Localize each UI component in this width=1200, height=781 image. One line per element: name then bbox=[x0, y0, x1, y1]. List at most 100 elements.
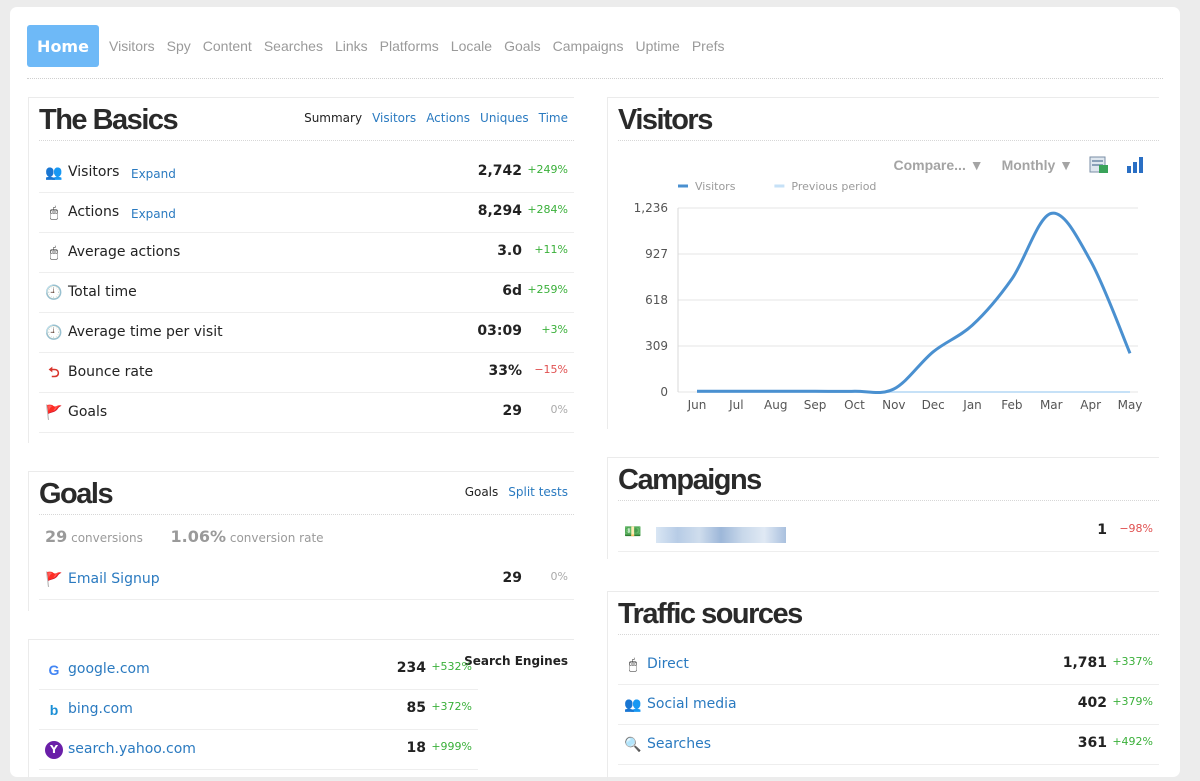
y-tick-label: 309 bbox=[645, 339, 668, 353]
period-dropdown[interactable]: Monthly ▼ bbox=[1001, 157, 1073, 173]
traffic-sources-title: Traffic sources bbox=[618, 598, 803, 630]
y-tick-label: 0 bbox=[660, 385, 668, 399]
title-divider bbox=[39, 140, 574, 141]
traffic-row-social-media[interactable]: 👥 Social media 402 +379% bbox=[618, 685, 1159, 725]
money-icon: 💵 bbox=[624, 524, 642, 540]
search-link[interactable]: search.yahoo.com bbox=[68, 741, 196, 757]
row-label: Average actions bbox=[68, 244, 181, 260]
title-divider bbox=[618, 634, 1159, 635]
expand-link[interactable]: Expand bbox=[131, 207, 176, 221]
clock-icon: 🕘 bbox=[45, 285, 63, 301]
row-value: 29 bbox=[502, 403, 522, 419]
traffic-row-searches[interactable]: 🔍 Searches 361 +492% bbox=[618, 725, 1159, 765]
search-link[interactable]: google.com bbox=[68, 661, 150, 677]
tab-uniques[interactable]: Uniques bbox=[480, 111, 529, 125]
basics-row-goals[interactable]: 🚩 Goals 29 0% bbox=[39, 393, 574, 433]
tab-actions[interactable]: Actions bbox=[426, 111, 471, 125]
chart-controls: Compare... ▼ Monthly ▼ bbox=[875, 156, 1145, 174]
x-tick-label: Jan bbox=[962, 398, 982, 412]
search-row-yahoo[interactable]: Y search.yahoo.com 18 +999% bbox=[39, 730, 478, 770]
nav-uptime[interactable]: Uptime bbox=[635, 38, 680, 54]
traffic-row-direct[interactable]: 🖱 Direct 1,781 +337% bbox=[618, 645, 1159, 685]
magnifier-icon: 🔍 bbox=[624, 737, 642, 753]
basics-row-bounce-rate[interactable]: ⮌ Bounce rate 33% −15% bbox=[39, 353, 574, 393]
conversions-count: 29 bbox=[45, 527, 68, 546]
tab-goals[interactable]: Goals bbox=[464, 485, 499, 499]
row-value: 361 bbox=[1077, 735, 1107, 751]
nav-home-button[interactable]: Home bbox=[27, 25, 99, 67]
nav-visitors[interactable]: Visitors bbox=[109, 38, 155, 54]
basics-row-visitors[interactable]: 👥 Visitors Expand 2,742 +249% bbox=[39, 153, 574, 193]
traffic-sources-panel: Traffic sources 🖱 Direct 1,781 +337% 👥 S… bbox=[607, 591, 1159, 781]
tab-summary[interactable]: Summary bbox=[304, 111, 363, 125]
tab-time[interactable]: Time bbox=[538, 111, 568, 125]
basics-row-total-time[interactable]: 🕘 Total time 6d +259% bbox=[39, 273, 574, 313]
row-value: 29 bbox=[502, 570, 522, 586]
goal-row-email-signup[interactable]: 🚩 Email Signup 29 0% bbox=[39, 560, 574, 600]
search-row-bing[interactable]: b bing.com 85 +372% bbox=[39, 690, 478, 730]
flag-icon: 🚩 bbox=[45, 405, 63, 421]
row-change: +999% bbox=[431, 740, 472, 753]
legend-label: Previous period bbox=[791, 180, 876, 193]
row-change: +379% bbox=[1112, 695, 1153, 708]
campaign-row[interactable]: 💵 1 −98% bbox=[618, 512, 1159, 552]
traffic-link[interactable]: Searches bbox=[647, 736, 712, 752]
tab-visitors[interactable]: Visitors bbox=[372, 111, 417, 125]
cursor-icon: 🖱 bbox=[49, 205, 59, 221]
row-value: 3.0 bbox=[497, 243, 522, 259]
clock-icon: 🕘 bbox=[45, 325, 63, 341]
basics-title: The Basics bbox=[39, 104, 179, 136]
basics-row-average-time[interactable]: 🕘 Average time per visit 03:09 +3% bbox=[39, 313, 574, 353]
row-value: 6d bbox=[502, 283, 522, 299]
u-turn-icon: ⮌ bbox=[48, 365, 60, 381]
nav-locale[interactable]: Locale bbox=[450, 38, 493, 54]
expand-link[interactable]: Expand bbox=[131, 167, 176, 181]
search-row-google[interactable]: G google.com 234 +532% bbox=[39, 650, 478, 690]
row-change: +372% bbox=[431, 700, 472, 713]
row-value: 402 bbox=[1077, 695, 1107, 711]
basics-row-average-actions[interactable]: 🖱 Average actions 3.0 +11% bbox=[39, 233, 574, 273]
nav-links[interactable]: Links bbox=[334, 38, 368, 54]
row-value: 03:09 bbox=[477, 323, 522, 339]
row-label: Bounce rate bbox=[68, 364, 154, 380]
goal-link[interactable]: Email Signup bbox=[68, 571, 160, 587]
nav-content[interactable]: Content bbox=[202, 38, 252, 54]
basics-tabs: Summary Visitors Actions Uniques Time bbox=[294, 111, 568, 125]
nav-searches[interactable]: Searches bbox=[263, 38, 323, 54]
row-change: +11% bbox=[534, 243, 568, 256]
campaigns-panel: Campaigns 💵 1 −98% bbox=[607, 457, 1159, 559]
traffic-link[interactable]: Direct bbox=[647, 656, 689, 672]
traffic-link[interactable]: Social media bbox=[647, 696, 737, 712]
y-tick-label: 618 bbox=[645, 293, 668, 307]
tab-split-tests[interactable]: Split tests bbox=[508, 485, 568, 499]
nav-goals[interactable]: Goals bbox=[504, 38, 541, 54]
title-divider bbox=[39, 514, 574, 515]
x-tick-label: Feb bbox=[1001, 398, 1022, 412]
compare-dropdown[interactable]: Compare... ▼ bbox=[893, 157, 984, 173]
nav-spy[interactable]: Spy bbox=[166, 38, 191, 54]
bar-chart-icon[interactable] bbox=[1125, 156, 1145, 174]
x-tick-label: Apr bbox=[1080, 398, 1101, 412]
title-divider bbox=[618, 140, 1159, 141]
x-tick-label: Jun bbox=[687, 398, 707, 412]
row-change: +249% bbox=[527, 163, 568, 176]
visitors-icon: 👥 bbox=[45, 165, 63, 181]
row-value: 18 bbox=[406, 740, 426, 756]
basics-row-actions[interactable]: 🖱 Actions Expand 8,294 +284% bbox=[39, 193, 574, 233]
row-change: +337% bbox=[1112, 655, 1153, 668]
search-engines-panel: Search Engines G google.com 234 +532% b … bbox=[28, 639, 574, 779]
nav-campaigns[interactable]: Campaigns bbox=[552, 38, 624, 54]
cursor-icon: 🖱 bbox=[628, 657, 638, 673]
row-label: Average time per visit bbox=[68, 324, 223, 340]
search-link[interactable]: bing.com bbox=[68, 701, 133, 717]
nav-prefs[interactable]: Prefs bbox=[691, 38, 725, 54]
nav-platforms[interactable]: Platforms bbox=[379, 38, 439, 54]
conversion-rate-label: conversion rate bbox=[229, 531, 324, 545]
goals-title: Goals bbox=[39, 478, 114, 510]
x-tick-label: Sep bbox=[804, 398, 827, 412]
series-line-visitors bbox=[697, 211, 1132, 395]
export-spreadsheet-icon[interactable] bbox=[1089, 156, 1109, 174]
visitors-chart-panel: Visitors Compare... ▼ Monthly ▼ 1,236 927… bbox=[607, 97, 1159, 429]
x-tick-label: Dec bbox=[922, 398, 945, 412]
bing-icon: b bbox=[49, 702, 59, 718]
